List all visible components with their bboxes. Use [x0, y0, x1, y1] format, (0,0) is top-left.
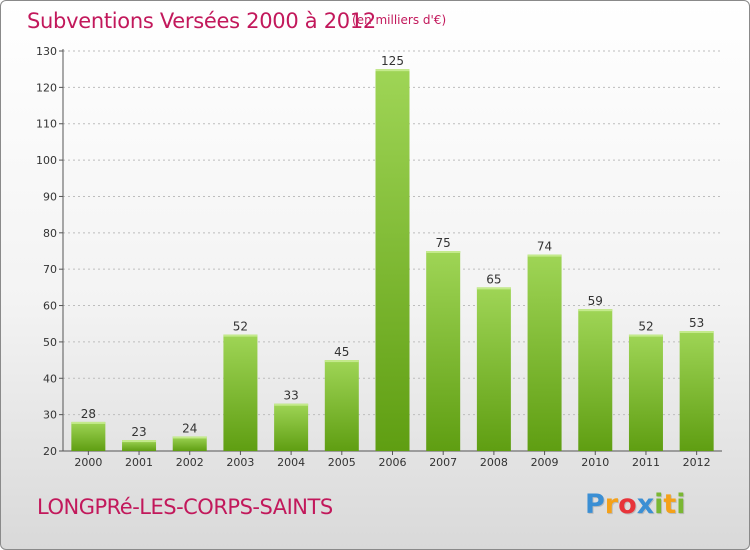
value-label-2011: 52: [638, 320, 653, 334]
y-tick-label: 80: [43, 227, 57, 240]
y-tick-label: 60: [43, 300, 57, 313]
x-tick-label-2012: 2012: [683, 456, 711, 469]
labels: 20 30 40 50 60 70 80 90 100 110 120 130 28 2000 23 2001…: [36, 45, 711, 469]
value-label-2007: 75: [436, 236, 451, 250]
y-tick-label: 30: [43, 409, 57, 422]
y-tick-label: 100: [36, 154, 57, 167]
y-tick-label: 90: [43, 190, 57, 203]
logo-letter: P: [585, 489, 605, 520]
x-tick-label-2005: 2005: [328, 456, 356, 469]
bar-top-highlight: [172, 436, 207, 439]
x-tick-label-2010: 2010: [581, 456, 609, 469]
x-tick-label-2004: 2004: [277, 456, 305, 469]
bar-2003: [223, 334, 258, 451]
bar-2004: [274, 403, 309, 451]
bar-2002: [172, 436, 207, 451]
x-tick-label-2000: 2000: [74, 456, 102, 469]
bar-top-highlight: [679, 331, 714, 333]
bar-top-highlight: [274, 403, 309, 406]
bar-top-highlight: [628, 334, 663, 337]
value-label-2006: 125: [381, 54, 404, 68]
bar-top-highlight: [426, 251, 461, 253]
x-tick-label-2008: 2008: [480, 456, 508, 469]
logo-letter: x: [636, 489, 655, 520]
x-tick-label-2007: 2007: [429, 456, 457, 469]
bar-2001: [122, 440, 157, 451]
logo-letter: r: [604, 489, 619, 520]
chart-title: Subventions Versées 2000 à 2012: [27, 9, 376, 33]
chart-subtitle: (en milliers d'€): [352, 13, 447, 27]
value-label-2008: 65: [486, 272, 501, 286]
logo-letter: i: [654, 489, 664, 520]
x-tick-label-2011: 2011: [632, 456, 660, 469]
bar-top-highlight: [324, 360, 359, 363]
bar-2006: [375, 69, 410, 451]
y-tick-label: 130: [36, 45, 57, 58]
bar-2010: [578, 309, 613, 451]
value-label-2005: 45: [334, 345, 349, 359]
logo-letter: i: [676, 489, 686, 520]
value-label-2000: 28: [81, 407, 96, 421]
logo-letter: t: [663, 489, 677, 520]
y-tick-label: 120: [36, 81, 57, 94]
bar-top-highlight: [223, 334, 258, 337]
x-tick-label-2001: 2001: [125, 456, 153, 469]
value-label-2010: 59: [588, 294, 603, 308]
value-label-2001: 23: [131, 425, 146, 439]
value-label-2003: 52: [233, 320, 248, 334]
value-label-2009: 74: [537, 240, 552, 254]
bar-top-highlight: [71, 421, 106, 424]
logo-letter: o: [618, 489, 637, 520]
bar-2008: [476, 287, 511, 451]
bar-top-highlight: [476, 287, 511, 290]
bar-2009: [527, 254, 562, 451]
proxiti-logo: Proxiti: [585, 489, 686, 520]
x-tick-label-2009: 2009: [531, 456, 559, 469]
commune-name: LONGPRé-LES-CORPS-SAINTS: [37, 495, 333, 519]
value-label-2002: 24: [182, 421, 197, 435]
y-tick-label: 40: [43, 372, 57, 385]
y-tick-label: 70: [43, 263, 57, 276]
bar-2000: [71, 421, 106, 451]
y-tick-label: 110: [36, 118, 57, 131]
x-tick-label-2002: 2002: [176, 456, 204, 469]
bar-2007: [426, 251, 461, 451]
value-label-2012: 53: [689, 316, 704, 330]
x-tick-label-2006: 2006: [379, 456, 407, 469]
bar-top-highlight: [375, 69, 410, 72]
value-label-2004: 33: [283, 389, 298, 403]
x-tick-label-2003: 2003: [226, 456, 254, 469]
bar-top-highlight: [527, 254, 562, 257]
y-tick-label: 50: [43, 336, 57, 349]
bar-top-highlight: [578, 309, 613, 312]
bar-2011: [628, 334, 663, 451]
bars: [71, 69, 714, 451]
bar-2005: [324, 360, 359, 451]
bar-2012: [679, 331, 714, 451]
bar-top-highlight: [122, 440, 157, 443]
y-tick-label: 20: [43, 445, 57, 458]
